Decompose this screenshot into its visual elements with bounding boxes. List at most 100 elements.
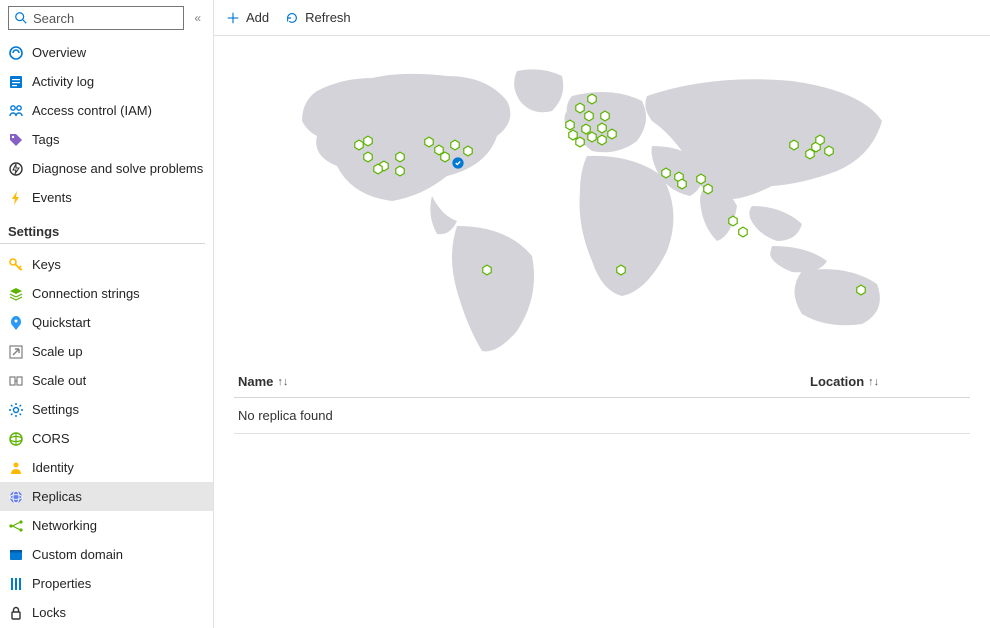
sidebar-item-label: Connection strings xyxy=(32,286,140,301)
column-name[interactable]: Name ↑↓ xyxy=(234,374,810,389)
keys-icon xyxy=(8,257,24,273)
region-marker[interactable] xyxy=(660,166,672,178)
domain-icon xyxy=(8,547,24,563)
properties-icon xyxy=(8,576,24,592)
refresh-button[interactable]: Refresh xyxy=(285,10,351,25)
sidebar-item-keys[interactable]: Keys xyxy=(0,250,213,279)
connection-icon xyxy=(8,286,24,302)
region-marker[interactable] xyxy=(583,109,595,121)
sidebar-item-access-control-iam-[interactable]: Access control (IAM) xyxy=(0,96,213,125)
empty-row: No replica found xyxy=(234,398,970,434)
sort-icon: ↑↓ xyxy=(868,376,879,388)
sidebar-item-cors[interactable]: CORS xyxy=(0,424,213,453)
sidebar-item-connection-strings[interactable]: Connection strings xyxy=(0,279,213,308)
sidebar-item-activity-log[interactable]: Activity log xyxy=(0,67,213,96)
region-marker[interactable] xyxy=(676,177,688,189)
sidebar-item-label: Locks xyxy=(32,605,66,620)
settings-header: Settings xyxy=(0,214,205,244)
region-marker[interactable] xyxy=(574,135,586,147)
search-box[interactable] xyxy=(8,6,184,30)
sidebar-item-label: Access control (IAM) xyxy=(32,103,152,118)
quickstart-icon xyxy=(8,315,24,331)
sidebar-item-diagnose-and-solve-problems[interactable]: Diagnose and solve problems xyxy=(0,154,213,183)
sidebar-item-label: Replicas xyxy=(32,489,82,504)
identity-icon xyxy=(8,460,24,476)
scaleup-icon xyxy=(8,344,24,360)
toolbar: Add Refresh xyxy=(214,0,990,36)
sidebar-item-locks[interactable]: Locks xyxy=(0,598,213,627)
replicas-table: Name ↑↓ Location ↑↓ No replica found xyxy=(234,356,970,434)
sidebar-item-label: Settings xyxy=(32,402,79,417)
region-marker[interactable] xyxy=(788,138,800,150)
sidebar-item-settings[interactable]: Settings xyxy=(0,395,213,424)
sidebar-scroll[interactable]: Overview Activity log Access control (IAM)… xyxy=(0,36,213,628)
sidebar-item-label: Diagnose and solve problems xyxy=(32,161,203,176)
settings-icon xyxy=(8,402,24,418)
sidebar-item-scale-up[interactable]: Scale up xyxy=(0,337,213,366)
search-input[interactable] xyxy=(33,11,179,26)
region-marker[interactable] xyxy=(394,164,406,176)
region-marker[interactable] xyxy=(823,144,835,156)
column-location[interactable]: Location ↑↓ xyxy=(810,374,970,389)
region-marker[interactable] xyxy=(606,127,618,139)
sidebar-item-label: Overview xyxy=(32,45,86,60)
region-marker[interactable] xyxy=(814,133,826,145)
sidebar-item-label: Events xyxy=(32,190,72,205)
region-marker[interactable] xyxy=(452,156,464,168)
replicas-icon xyxy=(8,489,24,505)
sidebar-item-label: Custom domain xyxy=(32,547,123,562)
region-marker[interactable] xyxy=(362,150,374,162)
sidebar-item-replicas[interactable]: Replicas xyxy=(0,482,213,511)
scaleout-icon xyxy=(8,373,24,389)
locks-icon xyxy=(8,605,24,621)
region-marker[interactable] xyxy=(394,150,406,162)
region-marker[interactable] xyxy=(449,138,461,150)
sidebar-item-overview[interactable]: Overview xyxy=(0,38,213,67)
sidebar-item-scale-out[interactable]: Scale out xyxy=(0,366,213,395)
sidebar-item-label: CORS xyxy=(32,431,70,446)
region-marker[interactable] xyxy=(702,182,714,194)
sidebar-item-networking[interactable]: Networking xyxy=(0,511,213,540)
diagnose-icon xyxy=(8,161,24,177)
search-icon xyxy=(13,10,29,26)
region-marker[interactable] xyxy=(481,263,493,275)
sidebar-item-label: Keys xyxy=(32,257,61,272)
world-map[interactable] xyxy=(282,66,922,356)
sidebar-item-label: Properties xyxy=(32,576,91,591)
region-marker[interactable] xyxy=(737,225,749,237)
refresh-label: Refresh xyxy=(305,10,351,25)
sidebar-item-label: Networking xyxy=(32,518,97,533)
sidebar-item-properties[interactable]: Properties xyxy=(0,569,213,598)
sidebar-item-label: Scale up xyxy=(32,344,83,359)
access-icon xyxy=(8,103,24,119)
region-marker[interactable] xyxy=(372,162,384,174)
region-marker[interactable] xyxy=(599,109,611,121)
add-button[interactable]: Add xyxy=(226,10,269,25)
sort-icon: ↑↓ xyxy=(277,376,288,388)
sidebar-item-label: Scale out xyxy=(32,373,86,388)
networking-icon xyxy=(8,518,24,534)
region-marker[interactable] xyxy=(362,134,374,146)
region-marker[interactable] xyxy=(439,150,451,162)
region-marker[interactable] xyxy=(855,283,867,295)
sidebar-item-label: Tags xyxy=(32,132,59,147)
tags-icon xyxy=(8,132,24,148)
overview-icon xyxy=(8,45,24,61)
add-label: Add xyxy=(246,10,269,25)
sidebar-item-tags[interactable]: Tags xyxy=(0,125,213,154)
sidebar-item-identity[interactable]: Identity xyxy=(0,453,213,482)
collapse-sidebar-button[interactable]: « xyxy=(190,11,205,25)
cors-icon xyxy=(8,431,24,447)
sidebar-item-quickstart[interactable]: Quickstart xyxy=(0,308,213,337)
sidebar-item-label: Identity xyxy=(32,460,74,475)
events-icon xyxy=(8,190,24,206)
region-marker[interactable] xyxy=(462,144,474,156)
region-marker[interactable] xyxy=(615,263,627,275)
sidebar-item-label: Quickstart xyxy=(32,315,91,330)
region-marker[interactable] xyxy=(727,214,739,226)
activity-icon xyxy=(8,74,24,90)
sidebar-item-events[interactable]: Events xyxy=(0,183,213,212)
region-marker[interactable] xyxy=(586,92,598,104)
sidebar-item-custom-domain[interactable]: Custom domain xyxy=(0,540,213,569)
sidebar-item-label: Activity log xyxy=(32,74,94,89)
